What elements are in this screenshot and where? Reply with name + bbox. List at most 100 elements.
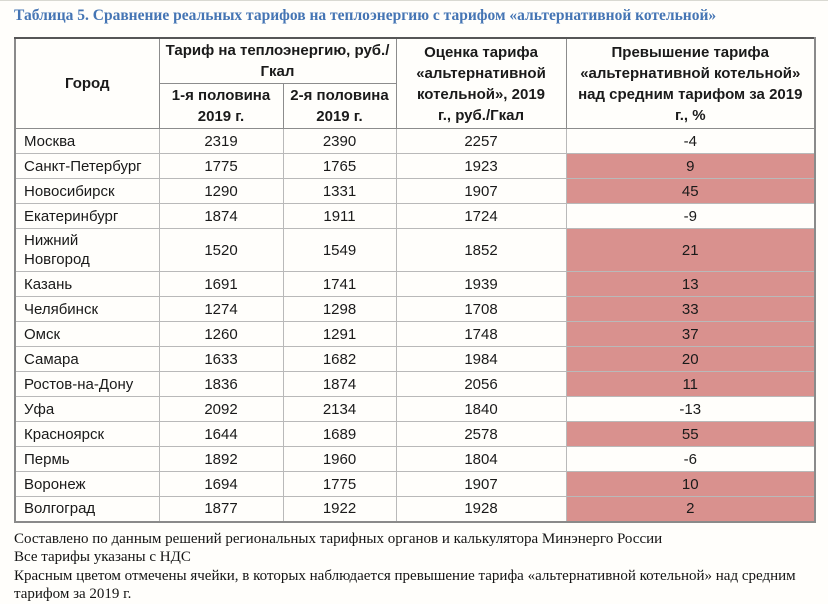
half1-value-cell: 1892: [158, 446, 284, 472]
city-cell: Самара: [14, 346, 160, 372]
half2-value-cell: 1549: [282, 228, 397, 272]
excess-pct-cell: 55: [565, 421, 816, 447]
alt-estimate-cell: 2056: [395, 371, 567, 397]
alt-estimate-cell: 1804: [395, 446, 567, 472]
alt-estimate-cell: 1984: [395, 346, 567, 372]
half1-value-cell: 1694: [158, 471, 284, 497]
col-header-excess-pct: Превышение тарифа «альтернативной котель…: [565, 37, 816, 129]
half1-value-cell: 2092: [158, 396, 284, 422]
city-cell: Новосибирск: [14, 178, 160, 204]
table-row: Омск 1260 1291 1748 37: [14, 321, 816, 347]
col-header-alt-estimate: Оценка тарифа «альтернативной котельной»…: [395, 37, 567, 129]
half1-value-cell: 1274: [158, 296, 284, 322]
alt-estimate-cell: 2257: [395, 128, 567, 154]
alt-estimate-cell: 2578: [395, 421, 567, 447]
half2-value-cell: 1682: [282, 346, 397, 372]
excess-pct-cell: 10: [565, 471, 816, 497]
half1-value-cell: 1775: [158, 153, 284, 179]
half1-value-cell: 1260: [158, 321, 284, 347]
half1-value-cell: 1520: [158, 228, 284, 272]
half2-value-cell: 1741: [282, 271, 397, 297]
half1-value-cell: 1691: [158, 271, 284, 297]
city-cell: Воронеж: [14, 471, 160, 497]
excess-pct-cell: 13: [565, 271, 816, 297]
half1-value-cell: 2319: [158, 128, 284, 154]
table-row: Воронеж 1694 1775 1907 10: [14, 471, 816, 497]
footnote-highlight: Красным цветом отмечены ячейки, в которы…: [14, 567, 796, 603]
city-cell: Красноярск: [14, 421, 160, 447]
half1-value-cell: 1644: [158, 421, 284, 447]
table-row: Самара 1633 1682 1984 20: [14, 346, 816, 372]
excess-pct-cell: 45: [565, 178, 816, 204]
city-cell: Ростов-на-Дону: [14, 371, 160, 397]
half2-value-cell: 1775: [282, 471, 397, 497]
footnote-vat: Все тарифы указаны с НДС: [14, 549, 191, 565]
half1-value-cell: 1633: [158, 346, 284, 372]
excess-pct-cell: -13: [565, 396, 816, 422]
table-row: Красноярск 1644 1689 2578 55: [14, 421, 816, 447]
half1-value-cell: 1290: [158, 178, 284, 204]
excess-pct-cell: 11: [565, 371, 816, 397]
half2-value-cell: 1960: [282, 446, 397, 472]
table-row: Уфа 2092 2134 1840 -13: [14, 396, 816, 422]
table-row: Казань 1691 1741 1939 13: [14, 271, 816, 297]
half2-value-cell: 1331: [282, 178, 397, 204]
table-row: Екатеринбург 1874 1911 1724 -9: [14, 203, 816, 229]
city-cell: Казань: [14, 271, 160, 297]
half2-value-cell: 2390: [282, 128, 397, 154]
city-cell: Волгоград: [14, 496, 160, 522]
excess-pct-cell: -4: [565, 128, 816, 154]
table-row: Ростов-на-Дону 1836 1874 2056 11: [14, 371, 816, 397]
half1-value-cell: 1836: [158, 371, 284, 397]
city-cell: Челябинск: [14, 296, 160, 322]
alt-estimate-cell: 1928: [395, 496, 567, 522]
half2-value-cell: 1874: [282, 371, 397, 397]
city-cell: Пермь: [14, 446, 160, 472]
alt-estimate-cell: 1748: [395, 321, 567, 347]
half2-value-cell: 1298: [282, 296, 397, 322]
alt-estimate-cell: 1708: [395, 296, 567, 322]
table-row: Нижний Новгород 1520 1549 1852 21: [14, 228, 816, 272]
excess-pct-cell: 9: [565, 153, 816, 179]
table-row: Москва 2319 2390 2257 -4: [14, 128, 816, 154]
tariff-table: Город Тариф на теплоэнергию, руб./Гкал О…: [14, 37, 816, 523]
table-row: Новосибирск 1290 1331 1907 45: [14, 178, 816, 204]
alt-estimate-cell: 1923: [395, 153, 567, 179]
col-header-tariff-group: Тариф на теплоэнергию, руб./Гкал: [158, 37, 397, 84]
footnotes: Составлено по данным решений региональны…: [14, 530, 814, 604]
excess-pct-cell: 2: [565, 496, 816, 522]
table-row: Санкт-Петербург 1775 1765 1923 9: [14, 153, 816, 179]
half2-value-cell: 1291: [282, 321, 397, 347]
half1-value-cell: 1874: [158, 203, 284, 229]
city-cell: Уфа: [14, 396, 160, 422]
half2-value-cell: 1922: [282, 496, 397, 522]
alt-estimate-cell: 1840: [395, 396, 567, 422]
table-row: Волгоград 1877 1922 1928 2: [14, 496, 816, 522]
city-cell: Санкт-Петербург: [14, 153, 160, 179]
city-cell: Екатеринбург: [14, 203, 160, 229]
excess-pct-cell: 37: [565, 321, 816, 347]
col-header-half2: 2-я половина 2019 г.: [282, 83, 397, 129]
table-row: Пермь 1892 1960 1804 -6: [14, 446, 816, 472]
alt-estimate-cell: 1724: [395, 203, 567, 229]
city-cell: Омск: [14, 321, 160, 347]
alt-estimate-cell: 1939: [395, 271, 567, 297]
alt-estimate-cell: 1907: [395, 178, 567, 204]
half2-value-cell: 1765: [282, 153, 397, 179]
half1-value-cell: 1877: [158, 496, 284, 522]
col-header-half1: 1-я половина 2019 г.: [158, 83, 284, 129]
table-caption: Таблица 5. Сравнение реальных тарифов на…: [14, 7, 717, 24]
table-header: Город Тариф на теплоэнергию, руб./Гкал О…: [14, 37, 816, 129]
tariff-table-body: Москва 2319 2390 2257 -4 Санкт-Петербург 1775 1…: [14, 128, 816, 522]
footnote-source: Составлено по данным решений региональны…: [14, 530, 663, 547]
city-cell: Нижний Новгород: [14, 228, 160, 272]
excess-pct-cell: -9: [565, 203, 816, 229]
city-cell: Москва: [14, 128, 160, 154]
half2-value-cell: 2134: [282, 396, 397, 422]
table-row: Челябинск 1274 1298 1708 33: [14, 296, 816, 322]
half2-value-cell: 1911: [282, 203, 397, 229]
excess-pct-cell: 21: [565, 228, 816, 272]
half2-value-cell: 1689: [282, 421, 397, 447]
excess-pct-cell: -6: [565, 446, 816, 472]
